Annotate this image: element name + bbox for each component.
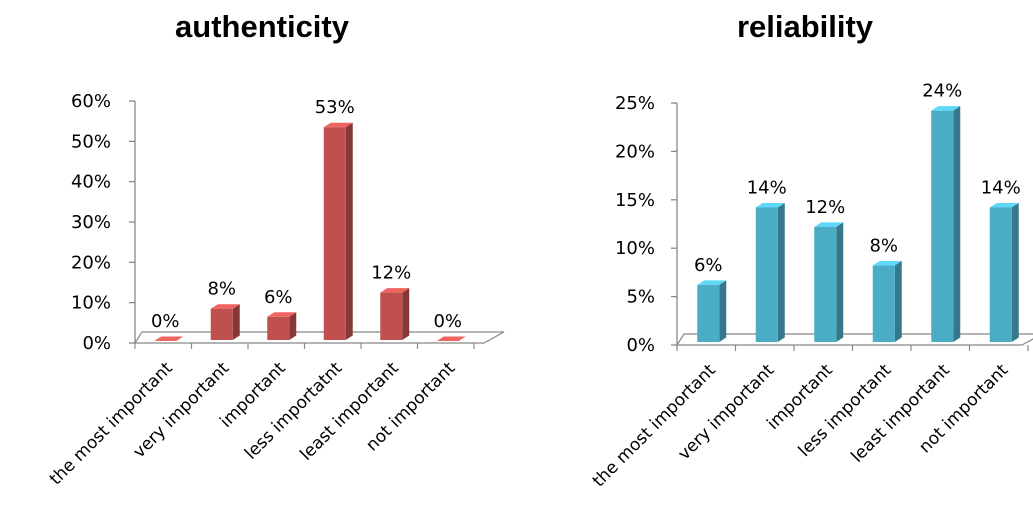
bar: [989, 202, 1019, 342]
bar-front-face: [697, 284, 720, 342]
y-tick-label: 25%: [615, 93, 655, 114]
bar-side-face: [402, 288, 410, 340]
x-category-label: least important: [296, 358, 403, 465]
bar-top-face: [323, 122, 353, 128]
data-label: 0%: [433, 311, 462, 332]
bar: [931, 106, 961, 343]
bar-top-face: [755, 202, 785, 208]
reliability-chart: reliability 0%5%10%15%20%25%6%the most i…: [589, 9, 1033, 491]
bar: [755, 202, 785, 342]
x-category-label: less importatnt: [241, 358, 347, 464]
bar-front-face: [323, 127, 346, 340]
x-category-label: very important: [129, 358, 233, 462]
data-label: 6%: [264, 287, 293, 308]
bar: [154, 336, 184, 341]
y-tick-label: 20%: [71, 252, 111, 273]
bar-side-face: [289, 312, 297, 340]
authenticity-chart: authenticity 0%10%20%30%40%50%60%0%the m…: [46, 9, 505, 489]
y-tick-label: 5%: [626, 287, 655, 308]
y-tick-label: 30%: [71, 212, 111, 233]
bar: [380, 288, 410, 340]
bar-top-face: [210, 304, 240, 309]
bar-side-face: [953, 106, 961, 343]
bar-front-face: [872, 265, 895, 342]
bar: [436, 336, 466, 341]
bar-front-face: [931, 110, 954, 343]
bar-front-face: [814, 226, 837, 342]
bar-top-face: [154, 336, 184, 341]
bar-top-face: [380, 288, 410, 293]
bar-top-face: [931, 106, 961, 111]
data-label: 14%: [981, 177, 1021, 198]
y-tick-label: 50%: [71, 131, 111, 152]
y-tick-label: 20%: [615, 141, 655, 162]
data-label: 6%: [694, 255, 723, 276]
chart-title: authenticity: [175, 9, 350, 44]
bar-top-face: [436, 336, 466, 341]
bar-top-face: [989, 202, 1019, 208]
bar: [210, 304, 240, 340]
bar: [697, 280, 727, 342]
data-label: 12%: [805, 197, 845, 218]
bar-side-face: [345, 122, 353, 340]
bar-side-face: [836, 222, 844, 342]
bar-side-face: [777, 202, 785, 342]
bar-front-face: [755, 207, 778, 342]
bar-side-face: [232, 304, 240, 340]
bar: [267, 312, 297, 340]
bar-side-face: [719, 280, 727, 342]
bar: [814, 222, 844, 342]
bar-top-face: [267, 312, 297, 317]
y-tick-label: 15%: [615, 190, 655, 211]
bar-front-face: [210, 308, 233, 340]
bar-front-face: [267, 316, 290, 340]
y-tick-label: 0%: [626, 335, 655, 356]
y-tick-label: 40%: [71, 172, 111, 193]
bar-side-face: [1011, 202, 1019, 342]
data-label: 0%: [151, 311, 180, 332]
y-tick-label: 60%: [71, 91, 111, 112]
y-tick-label: 0%: [82, 333, 111, 354]
bar-top-face: [697, 280, 727, 285]
bar-top-face: [872, 261, 902, 266]
data-label: 8%: [869, 236, 898, 257]
bar-front-face: [380, 292, 403, 340]
x-category-label: least important: [847, 360, 954, 467]
bar: [872, 261, 902, 342]
data-label: 14%: [747, 177, 787, 198]
bar-side-face: [894, 261, 902, 342]
data-label: 53%: [315, 97, 355, 118]
chart-floor: [675, 333, 1033, 346]
chart-title: reliability: [737, 9, 874, 44]
bar-top-face: [814, 222, 844, 227]
data-label: 8%: [207, 279, 236, 300]
bar: [323, 122, 353, 340]
y-tick-label: 10%: [615, 238, 655, 259]
data-label: 12%: [371, 263, 411, 284]
bar-front-face: [989, 207, 1012, 342]
data-label: 24%: [922, 81, 962, 102]
y-tick-label: 10%: [71, 293, 111, 314]
